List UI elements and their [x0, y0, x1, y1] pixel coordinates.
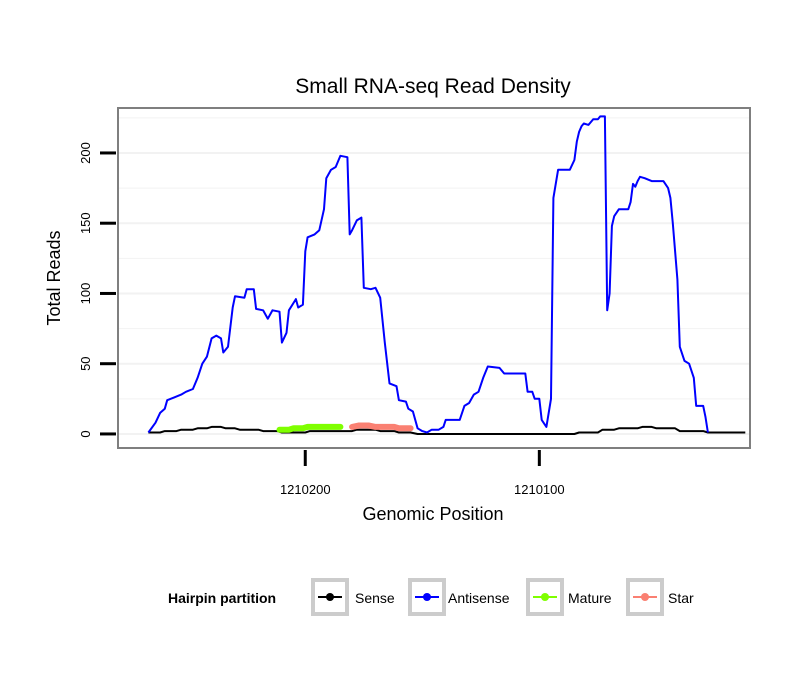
legend-item-label: Antisense — [448, 590, 510, 606]
chart-title: Small RNA-seq Read Density — [295, 75, 571, 98]
grid-lines — [118, 117, 750, 435]
legend-item-sense: Sense — [311, 578, 395, 616]
legend-entries: Sense Antisense Mature Star — [311, 578, 694, 616]
legend-item-label: Sense — [355, 590, 395, 606]
legend-item-label: Mature — [568, 590, 612, 606]
y-axis-label: Total Reads — [44, 230, 64, 325]
legend-key-marker — [326, 593, 334, 601]
legend-item-star: Star — [626, 578, 694, 616]
legend-title: Hairpin partition — [168, 590, 276, 606]
series-line-sense — [148, 425, 746, 435]
y-tick-label: 200 — [78, 142, 93, 164]
legend-item-antisense: Antisense — [408, 578, 510, 616]
legend-key-marker — [641, 593, 649, 601]
plot-panel — [118, 108, 750, 448]
y-tick-label: 100 — [78, 283, 93, 305]
x-tick-label: 1210100 — [514, 482, 565, 497]
y-tick-label: 0 — [78, 430, 93, 437]
legend-key-marker — [541, 593, 549, 601]
series-line-mature — [276, 423, 344, 433]
y-tick-label: 50 — [78, 356, 93, 370]
series-line-antisense — [147, 115, 709, 434]
series-group — [147, 115, 746, 435]
legend: Hairpin partition Sense Antisense Mature St… — [168, 578, 694, 616]
axes: 0 50 100 150 200 1210200 1210100 — [78, 142, 565, 497]
x-axis-label: Genomic Position — [362, 504, 503, 524]
legend-item-label: Star — [668, 590, 694, 606]
series-line-star — [349, 422, 414, 432]
plot-border — [117, 107, 751, 449]
y-tick-label: 150 — [78, 212, 93, 234]
plot-background — [118, 108, 750, 448]
x-tick-label: 1210200 — [280, 482, 331, 497]
legend-item-mature: Mature — [526, 578, 612, 616]
legend-key-marker — [423, 593, 431, 601]
